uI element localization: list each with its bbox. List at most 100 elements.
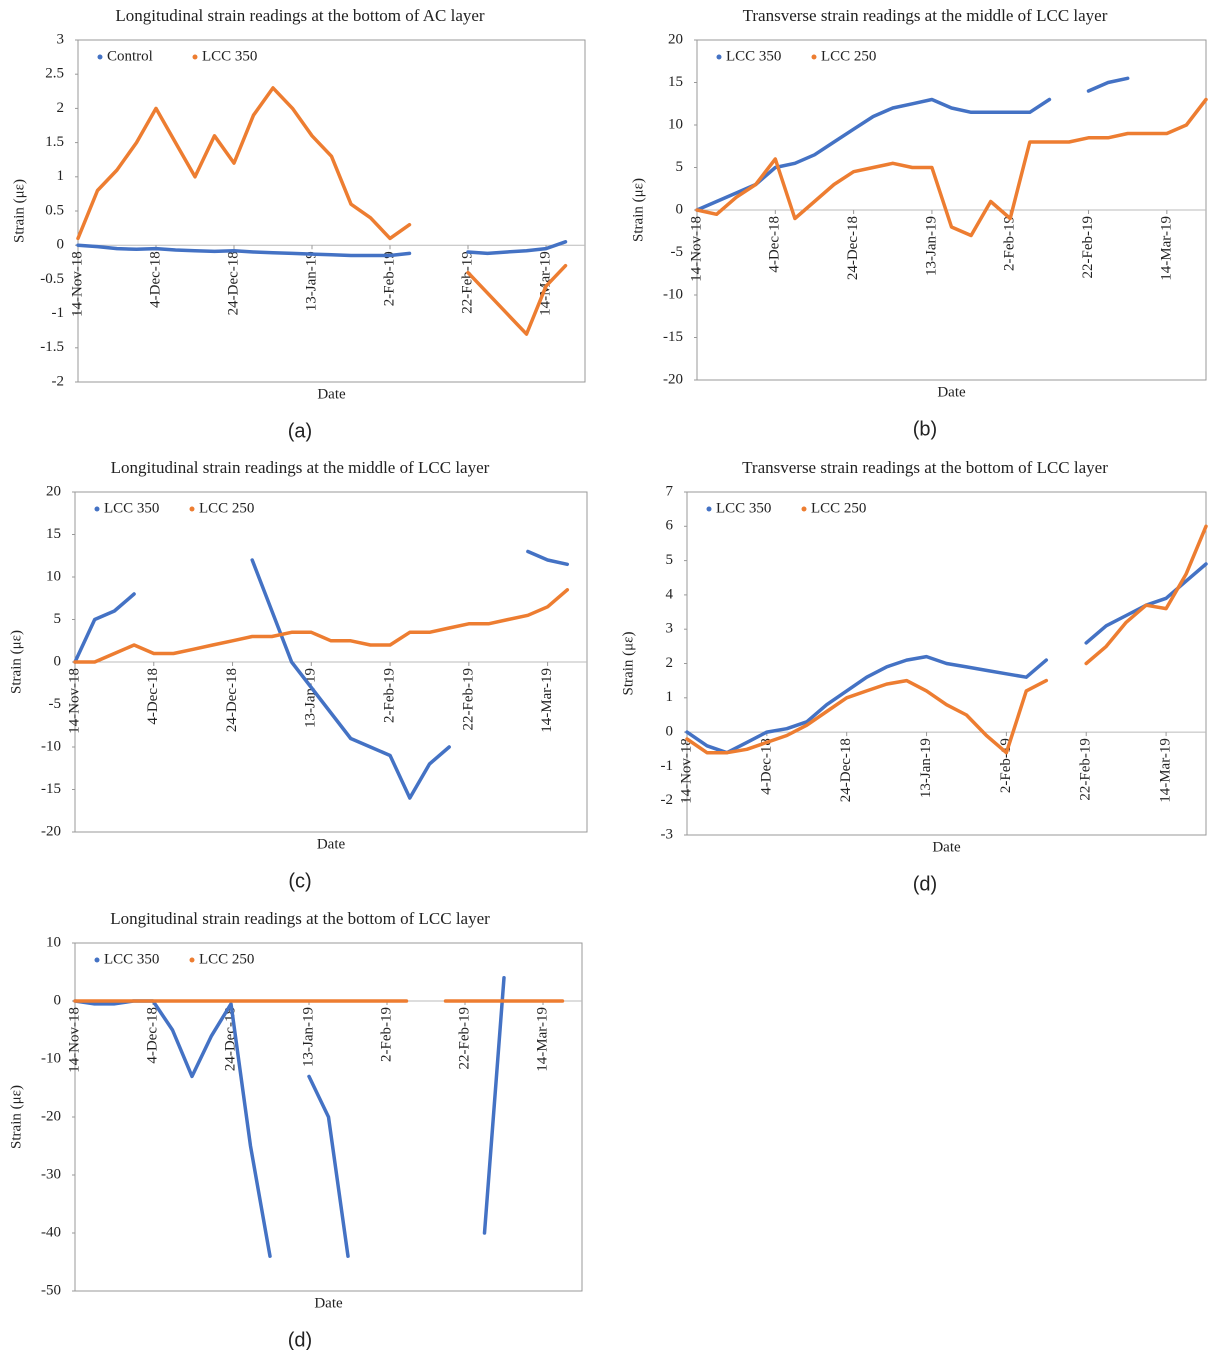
y-tick-label: 3 — [57, 31, 65, 47]
y-tick-label: -10 — [41, 738, 61, 754]
chart-title: Transverse strain readings at the middle… — [743, 6, 1108, 25]
x-tick-label: 14-Nov-18 — [66, 1007, 82, 1073]
y-tick-label: 10 — [668, 116, 683, 132]
x-tick-label: 2-Feb-19 — [378, 1007, 394, 1062]
y-tick-label: 6 — [666, 518, 674, 534]
y-tick-label: -20 — [41, 823, 61, 839]
x-tick-label: 22-Feb-19 — [1078, 738, 1094, 801]
panel-caption: (b) — [913, 418, 937, 440]
x-axis-label: Date — [932, 839, 961, 855]
legend-marker — [189, 957, 195, 963]
legend-marker — [801, 506, 807, 512]
legend-label: LCC 350 — [104, 500, 159, 516]
y-tick-label: 15 — [668, 74, 683, 90]
legend-label: Control — [107, 48, 153, 64]
x-tick-label: 22-Feb-19 — [1080, 216, 1096, 279]
x-tick-label: 2-Feb-19 — [381, 251, 397, 306]
y-axis-label: Strain (με) — [620, 632, 636, 696]
x-tick-label: 13-Jan-19 — [918, 738, 934, 798]
chart-title: Longitudinal strain readings at the midd… — [111, 458, 490, 477]
chart-title: Transverse strain readings at the bottom… — [742, 458, 1108, 477]
legend-label: LCC 350 — [104, 951, 159, 967]
legend-marker — [94, 506, 100, 512]
y-tick-label: 1 — [666, 689, 674, 705]
x-tick-label: 22-Feb-19 — [456, 1007, 472, 1070]
series-line — [76, 86, 568, 336]
x-tick-label: 24-Dec-18 — [225, 251, 241, 315]
y-tick-label: 20 — [668, 31, 683, 47]
y-axis-label: Strain (με) — [8, 630, 24, 694]
panel-caption: (a) — [288, 420, 312, 442]
x-tick-label: 14-Nov-18 — [66, 668, 82, 734]
y-tick-label: -5 — [49, 696, 62, 712]
legend-marker — [192, 54, 198, 60]
y-tick-label: 2 — [666, 655, 674, 671]
x-tick-label: 13-Jan-19 — [923, 216, 939, 276]
legend-label: LCC 350 — [716, 500, 771, 516]
x-axis-label: Date — [317, 836, 346, 852]
series-line — [73, 976, 506, 1258]
y-tick-label: 10 — [46, 568, 61, 584]
y-tick-label: -15 — [41, 781, 61, 797]
x-tick-label: 14-Mar-19 — [537, 251, 553, 316]
y-tick-label: 5 — [54, 611, 62, 627]
y-tick-label: 3 — [666, 621, 674, 637]
series-line — [76, 240, 568, 258]
y-tick-label: 1 — [57, 168, 65, 184]
y-tick-label: 0 — [666, 724, 674, 740]
x-tick-label: 24-Dec-18 — [845, 216, 861, 280]
y-tick-label: 2.5 — [45, 66, 64, 82]
y-tick-label: 0.5 — [45, 202, 64, 218]
chart: Transverse strain readings at the middle… — [630, 6, 1208, 440]
legend-marker — [811, 54, 817, 60]
y-tick-label: 7 — [666, 483, 674, 499]
x-axis-label: Date — [314, 1295, 343, 1311]
y-axis-label: Strain (με) — [630, 178, 646, 242]
x-tick-label: 14-Mar-19 — [534, 1007, 550, 1072]
y-tick-label: -1.5 — [40, 339, 64, 355]
panel-caption: (d) — [288, 1329, 312, 1350]
y-tick-label: -20 — [41, 1108, 61, 1124]
y-tick-label: -15 — [663, 329, 683, 345]
x-tick-label: 14-Mar-19 — [1158, 738, 1174, 803]
y-tick-label: 4 — [666, 586, 674, 602]
y-tick-label: 10 — [46, 934, 61, 950]
y-tick-label: 2 — [57, 100, 65, 116]
legend-label: LCC 250 — [811, 500, 866, 516]
y-tick-label: -10 — [41, 1050, 61, 1066]
x-tick-label: 14-Nov-18 — [69, 251, 85, 317]
chart: Longitudinal strain readings at the bott… — [11, 6, 586, 442]
y-tick-label: -3 — [661, 826, 674, 842]
x-tick-label: 4-Dec-18 — [147, 251, 163, 308]
x-tick-label: 4-Dec-18 — [144, 1007, 160, 1064]
chart-title: Longitudinal strain readings at the bott… — [115, 6, 485, 25]
y-tick-label: -0.5 — [40, 271, 64, 287]
y-tick-label: 15 — [46, 526, 61, 542]
y-tick-label: 0 — [54, 992, 62, 1008]
x-tick-label: 24-Dec-18 — [838, 738, 854, 802]
y-tick-label: -30 — [41, 1166, 61, 1182]
y-tick-label: -2 — [661, 792, 674, 808]
chart-title: Longitudinal strain readings at the bott… — [110, 909, 490, 928]
y-tick-label: -1 — [661, 758, 674, 774]
y-tick-label: -20 — [663, 371, 683, 387]
legend-marker — [97, 54, 103, 60]
y-tick-label: -5 — [671, 244, 684, 260]
legend-label: LCC 250 — [199, 500, 254, 516]
series-line — [685, 562, 1208, 755]
x-tick-label: 14-Mar-19 — [1158, 216, 1174, 281]
chart: Longitudinal strain readings at the midd… — [8, 458, 588, 892]
y-tick-label: -40 — [41, 1224, 61, 1240]
x-tick-label: 2-Feb-19 — [382, 668, 398, 723]
legend-label: LCC 250 — [199, 951, 254, 967]
legend-label: LCC 250 — [821, 48, 876, 64]
x-tick-label: 14-Mar-19 — [539, 668, 555, 733]
panel-caption: (c) — [288, 870, 311, 892]
x-tick-label: 24-Dec-18 — [224, 668, 240, 732]
legend-label: LCC 350 — [202, 48, 257, 64]
chart: Longitudinal strain readings at the bott… — [8, 909, 583, 1350]
y-tick-label: -10 — [663, 286, 683, 302]
series-line — [73, 588, 570, 664]
x-tick-label: 4-Dec-18 — [767, 216, 783, 273]
